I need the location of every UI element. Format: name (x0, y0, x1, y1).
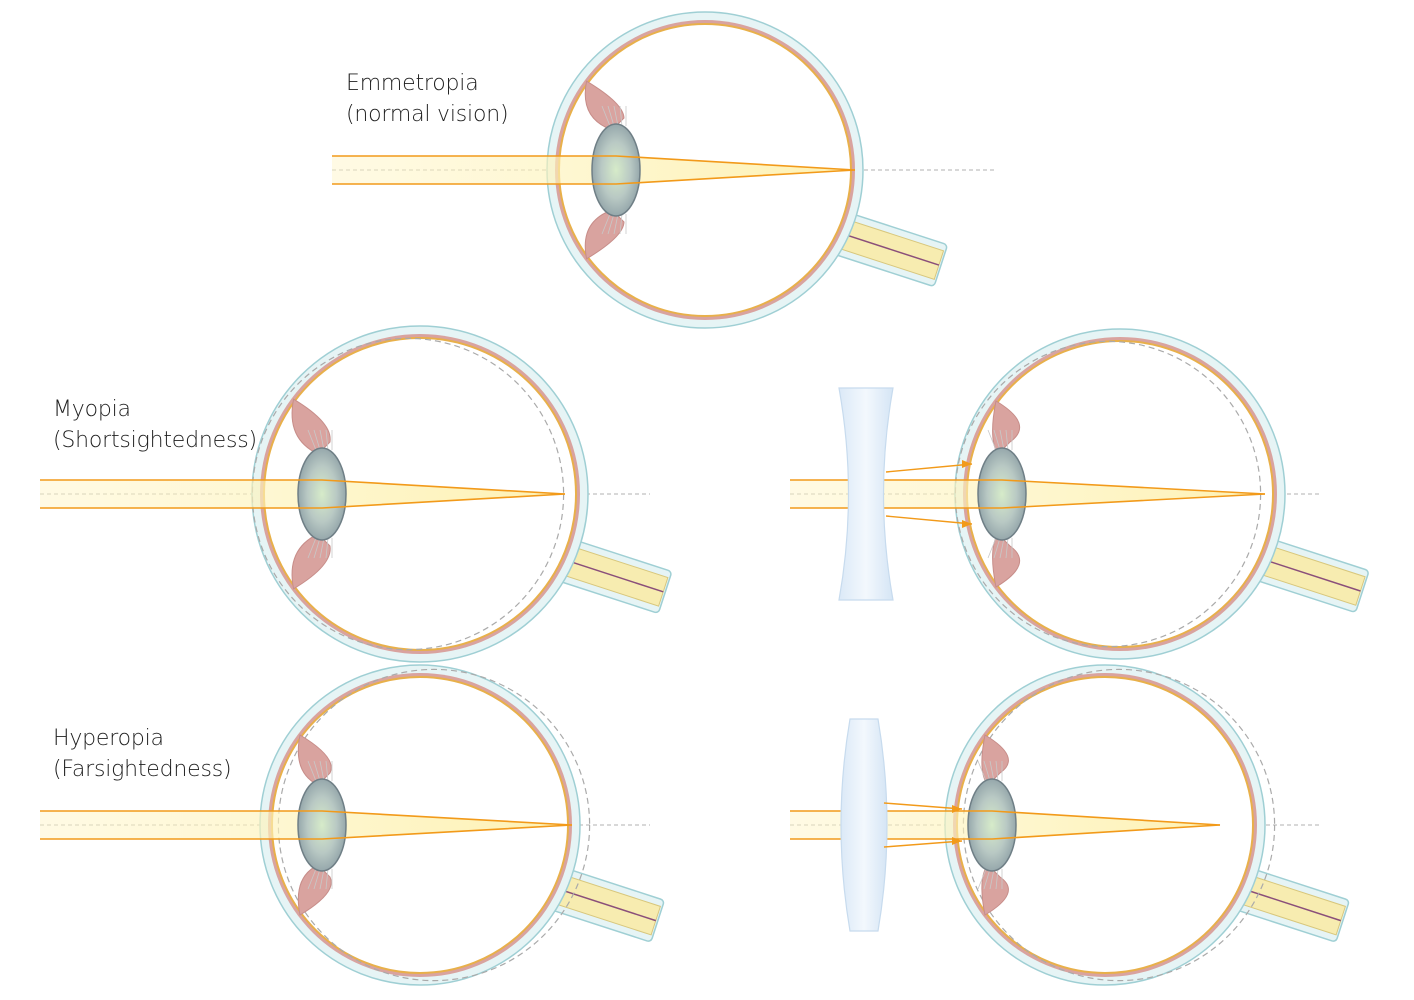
myopia-corrected-corrected-ray (885, 515, 973, 525)
myopia-ray-lower (40, 493, 566, 509)
myopia-corrected-corrected-ray (885, 463, 973, 473)
myopia-title: Myopia (53, 397, 131, 422)
hyperopia-panel (40, 664, 665, 986)
myopia-corrected-ray-arrow (962, 520, 972, 528)
myopia-corrected-light-beam (790, 480, 1265, 508)
emmetropia-label: Emmetropia (normal vision) (346, 68, 509, 130)
myopia-corrected-ciliary-upper (992, 400, 1020, 455)
myopia-panel (40, 325, 672, 663)
hyperopia-corrected-panel (790, 664, 1350, 986)
myopia-ray-upper (40, 479, 566, 495)
emmetropia-ray-upper (332, 155, 856, 171)
emmetropia-optic-nerve (829, 211, 948, 287)
emmetropia-ray-lower (332, 169, 856, 185)
hyperopia-corrected-ray-arrow (952, 837, 962, 845)
myopia-corrected-panel (790, 328, 1369, 660)
hyperopia-subtitle: (Farsightedness) (53, 757, 232, 782)
hyperopia-corrected-corrected-ray (883, 802, 963, 810)
emmetropia-lens (591, 123, 641, 217)
hyperopia-ray-lower (40, 824, 573, 840)
myopia-lens (297, 447, 347, 541)
myopia-corrected-ray-arrow (962, 460, 972, 468)
myopia-corrected-corrective-lens (838, 387, 894, 601)
myopia-corrected-ciliary-lower (992, 533, 1020, 588)
hyperopia-corrected-lens (967, 778, 1017, 872)
hyperopia-title: Hyperopia (53, 726, 164, 751)
hyperopia-ray-upper (40, 810, 573, 826)
emmetropia-panel (332, 11, 995, 329)
hyperopia-lens (297, 778, 347, 872)
hyperopia-corrected-ray-arrow (952, 805, 962, 813)
hyperopia-reference-outline (277, 668, 591, 982)
emmetropia-subtitle: (normal vision) (346, 102, 509, 127)
myopia-corrected-lens (977, 447, 1027, 541)
hyperopia-corrected-reference-outline (962, 668, 1276, 982)
hyperopia-label: Hyperopia (Farsightedness) (53, 723, 232, 785)
hyperopia-corrected-corrective-lens (840, 718, 888, 932)
hyperopia-corrected-corrected-ray (883, 840, 963, 848)
myopia-label: Myopia (Shortsightedness) (53, 394, 257, 456)
myopia-subtitle: (Shortsightedness) (53, 428, 257, 453)
emmetropia-title: Emmetropia (346, 71, 479, 96)
